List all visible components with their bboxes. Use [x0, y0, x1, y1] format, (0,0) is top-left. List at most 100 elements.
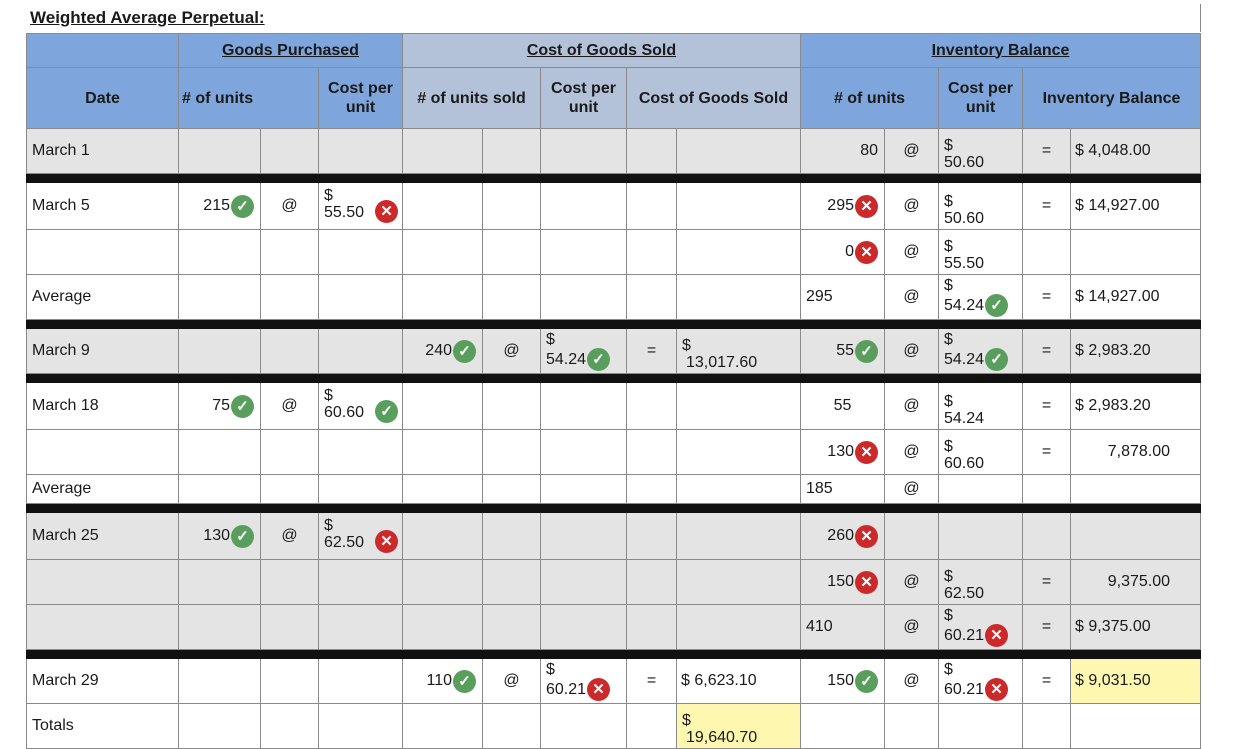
sold-units-input[interactable]	[403, 605, 483, 650]
cogs-input[interactable]	[677, 560, 801, 605]
inv-cost-input[interactable]: $54.24 ✓	[939, 275, 1023, 320]
inv-balance-input[interactable]: $ 14,927.00	[1071, 275, 1201, 320]
pur-cost-input[interactable]	[319, 430, 403, 475]
cogs-input[interactable]	[677, 275, 801, 320]
sold-units-input[interactable]	[403, 704, 483, 749]
inv-balance-input[interactable]	[1071, 513, 1201, 560]
pur-cost-input[interactable]	[319, 230, 403, 275]
pur-units-input[interactable]	[179, 275, 261, 320]
inv-balance-input[interactable]: $ 14,927.00	[1071, 183, 1201, 230]
inv-units-input[interactable]: 185	[801, 475, 885, 504]
inv-units-input[interactable]: 150 ✓	[801, 659, 885, 704]
sold-cost-input[interactable]	[541, 605, 627, 650]
inv-balance-input[interactable]	[1071, 230, 1201, 275]
cogs-input[interactable]	[677, 513, 801, 560]
sold-units-input[interactable]	[403, 430, 483, 475]
sold-cost-input[interactable]	[541, 704, 627, 749]
sold-cost-input[interactable]	[541, 560, 627, 605]
cogs-input[interactable]	[677, 129, 801, 174]
sold-units-input[interactable]: 110 ✓	[403, 659, 483, 704]
cogs-input[interactable]	[677, 230, 801, 275]
inv-balance-input[interactable]: $ 2,983.20	[1071, 329, 1201, 374]
inv-units-input[interactable]: 295	[801, 275, 885, 320]
sold-units-input[interactable]	[403, 183, 483, 230]
sold-cost-input[interactable]	[541, 275, 627, 320]
pur-units-input[interactable]: 215 ✓	[179, 183, 261, 230]
pur-cost-input[interactable]	[319, 659, 403, 704]
inv-balance-input[interactable]: 9,375.00	[1071, 560, 1201, 605]
sold-cost-input[interactable]	[541, 230, 627, 275]
pur-units-input[interactable]: 75 ✓	[179, 383, 261, 430]
total-cogs-input[interactable]: $19,640.70	[677, 704, 801, 749]
sold-cost-input[interactable]: $60.21 ✕	[541, 659, 627, 704]
inv-cost-input[interactable]: $50.60	[939, 129, 1023, 174]
inv-cost-input[interactable]: $55.50	[939, 230, 1023, 275]
pur-units-input[interactable]	[179, 129, 261, 174]
cogs-input[interactable]	[677, 383, 801, 430]
inv-units-input[interactable]: 260 ✕	[801, 513, 885, 560]
inv-balance-input[interactable]	[1071, 475, 1201, 504]
sold-cost-input[interactable]	[541, 475, 627, 504]
inv-cost-input[interactable]: $50.60	[939, 183, 1023, 230]
cogs-input[interactable]	[677, 183, 801, 230]
inv-cost-input[interactable]: $60.21 ✕	[939, 605, 1023, 650]
cogs-input[interactable]: $13,017.60	[677, 329, 801, 374]
cogs-input[interactable]	[677, 475, 801, 504]
pur-cost-input[interactable]	[319, 605, 403, 650]
cogs-input[interactable]	[677, 605, 801, 650]
inv-cost-input[interactable]: $54.24	[939, 383, 1023, 430]
inv-balance-input[interactable]: 7,878.00	[1071, 430, 1201, 475]
sold-units-input[interactable]	[403, 475, 483, 504]
sold-units-input[interactable]	[403, 560, 483, 605]
pur-cost-input[interactable]	[319, 129, 403, 174]
inv-balance-input[interactable]	[1071, 704, 1201, 749]
inv-cost-input[interactable]	[939, 475, 1023, 504]
inv-cost-input[interactable]: $54.24 ✓	[939, 329, 1023, 374]
sold-cost-input[interactable]	[541, 430, 627, 475]
inv-units-input[interactable]: 55 ✓	[801, 329, 885, 374]
pur-cost-input[interactable]	[319, 704, 403, 749]
sold-units-input[interactable]	[403, 230, 483, 275]
inv-units-input[interactable]: 0 ✕	[801, 230, 885, 275]
sold-units-input[interactable]	[403, 129, 483, 174]
inv-balance-input[interactable]: $ 4,048.00	[1071, 129, 1201, 174]
sold-cost-input[interactable]	[541, 129, 627, 174]
inv-cost-input[interactable]: $60.60	[939, 430, 1023, 475]
pur-cost-input[interactable]	[319, 275, 403, 320]
sold-cost-input[interactable]	[541, 513, 627, 560]
pur-units-input[interactable]	[179, 605, 261, 650]
inv-units-input[interactable]: 295 ✕	[801, 183, 885, 230]
pur-cost-input[interactable]: $55.50 ✕	[319, 183, 403, 230]
inv-units-input[interactable]: 130 ✕	[801, 430, 885, 475]
sold-cost-input[interactable]	[541, 183, 627, 230]
pur-units-input[interactable]	[179, 329, 261, 374]
inv-units-input[interactable]: 150 ✕	[801, 560, 885, 605]
pur-units-input[interactable]	[179, 560, 261, 605]
inv-units-input[interactable]: 410	[801, 605, 885, 650]
inv-balance-input[interactable]: $ 9,375.00	[1071, 605, 1201, 650]
pur-cost-input[interactable]	[319, 560, 403, 605]
pur-cost-input[interactable]	[319, 329, 403, 374]
cogs-input[interactable]: $ 6,623.10	[677, 659, 801, 704]
pur-units-input[interactable]	[179, 659, 261, 704]
sold-units-input[interactable]	[403, 383, 483, 430]
pur-cost-input[interactable]: $60.60 ✓	[319, 383, 403, 430]
inv-balance-input[interactable]: $ 2,983.20	[1071, 383, 1201, 430]
cogs-input[interactable]	[677, 430, 801, 475]
inv-balance-input[interactable]: $ 9,031.50	[1071, 659, 1201, 704]
pur-cost-input[interactable]: $62.50 ✕	[319, 513, 403, 560]
pur-cost-input[interactable]	[319, 475, 403, 504]
inv-cost-input[interactable]	[939, 704, 1023, 749]
inv-cost-input[interactable]	[939, 513, 1023, 560]
inv-units-input[interactable]: 80	[801, 129, 885, 174]
sold-units-input[interactable]: 240 ✓	[403, 329, 483, 374]
inv-units-input[interactable]: 55	[801, 383, 885, 430]
pur-units-input[interactable]	[179, 704, 261, 749]
sold-units-input[interactable]	[403, 275, 483, 320]
pur-units-input[interactable]	[179, 230, 261, 275]
inv-units-input[interactable]	[801, 704, 885, 749]
sold-cost-input[interactable]	[541, 383, 627, 430]
pur-units-input[interactable]	[179, 475, 261, 504]
inv-cost-input[interactable]: $62.50	[939, 560, 1023, 605]
sold-units-input[interactable]	[403, 513, 483, 560]
